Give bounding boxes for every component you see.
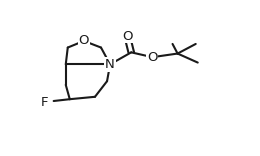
Text: O: O <box>147 51 158 64</box>
Text: N: N <box>105 58 115 71</box>
Text: F: F <box>41 96 48 109</box>
Text: O: O <box>79 34 89 47</box>
Text: O: O <box>122 30 132 43</box>
